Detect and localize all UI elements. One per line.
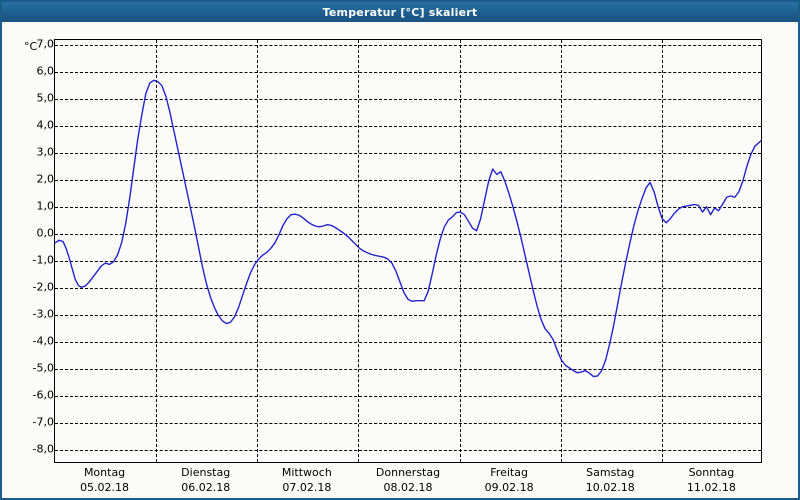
y-axis-unit-label: °C xyxy=(24,40,38,53)
x-axis-tick-label: Sonntag 11.02.18 xyxy=(651,465,771,495)
gridline-horizontal xyxy=(55,261,761,263)
x-tick-date: 05.02.18 xyxy=(80,481,130,494)
gridline-horizontal xyxy=(55,423,761,425)
gridline-horizontal xyxy=(55,207,761,209)
y-axis-tick-label: -6,0 xyxy=(32,388,54,402)
x-tick-day: Mittwoch xyxy=(281,466,332,479)
gridline-horizontal xyxy=(55,288,761,290)
x-tick-date: 07.02.18 xyxy=(282,481,332,494)
y-axis-tick-label: 7,0 xyxy=(36,37,55,51)
gridline-horizontal xyxy=(55,72,761,74)
x-tick-date: 06.02.18 xyxy=(181,481,231,494)
window-title: Temperatur [°C] skaliert xyxy=(322,5,478,19)
x-tick-date: 09.02.18 xyxy=(484,481,534,494)
y-axis-tick-label: 1,0 xyxy=(36,199,55,213)
gridline-horizontal xyxy=(55,396,761,398)
gridline-horizontal xyxy=(55,153,761,155)
x-tick-date: 11.02.18 xyxy=(686,481,736,494)
chart-canvas: °C 7,0 6,0 5,0 4,0 3,0 2,0 1,0 0,0 -1,0 -2,0 -3,0 -… xyxy=(2,22,798,498)
gridline-vertical xyxy=(358,40,360,462)
x-tick-day: Donnerstag xyxy=(375,466,441,479)
x-tick-date: 10.02.18 xyxy=(585,481,635,494)
y-axis-tick-label: -2,0 xyxy=(32,280,54,294)
gridline-horizontal xyxy=(55,180,761,182)
temperature-line xyxy=(54,79,762,378)
y-axis-tick-label: -1,0 xyxy=(32,253,54,267)
gridline-horizontal xyxy=(55,99,761,101)
y-axis-tick-label: 5,0 xyxy=(36,91,55,105)
x-tick-day: Samstag xyxy=(586,466,635,479)
gridline-horizontal xyxy=(55,126,761,128)
y-axis-tick-label: -3,0 xyxy=(32,307,54,321)
x-tick-day: Freitag xyxy=(490,466,528,479)
gridline-vertical xyxy=(560,40,562,462)
x-tick-date: 08.02.18 xyxy=(383,481,433,494)
window-titlebar: Temperatur [°C] skaliert xyxy=(2,2,798,22)
y-axis-tick-label: 6,0 xyxy=(36,64,55,78)
gridline-horizontal xyxy=(55,450,761,452)
y-axis-tick-label: 3,0 xyxy=(36,145,55,159)
plot-area xyxy=(54,39,762,463)
y-axis-tick-label: -7,0 xyxy=(32,415,54,429)
gridline-horizontal xyxy=(55,45,761,47)
y-axis-tick-label: 0,0 xyxy=(36,226,55,240)
x-axis-tick-label: Dienstag 06.02.18 xyxy=(146,465,266,495)
x-axis-tick-label: Montag 05.02.18 xyxy=(45,465,165,495)
x-axis-tick-label: Samstag 10.02.18 xyxy=(550,465,670,495)
x-axis-tick-label: Mittwoch 07.02.18 xyxy=(247,465,367,495)
temperature-series xyxy=(54,79,762,378)
x-axis-tick-label: Freitag 09.02.18 xyxy=(449,465,569,495)
gridline-vertical xyxy=(459,40,461,462)
gridline-vertical xyxy=(257,40,259,462)
gridline-vertical xyxy=(661,40,663,462)
gridline-vertical xyxy=(156,40,158,462)
y-axis-tick-label: -4,0 xyxy=(32,334,54,348)
x-tick-day: Sonntag xyxy=(688,466,735,479)
x-tick-day: Montag xyxy=(83,466,126,479)
gridline-horizontal xyxy=(55,369,761,371)
gridline-horizontal xyxy=(55,234,761,236)
y-axis-tick-label: -5,0 xyxy=(32,361,54,375)
y-axis-tick-label: 2,0 xyxy=(36,172,55,186)
y-axis-tick-label: 4,0 xyxy=(36,118,55,132)
x-tick-day: Dienstag xyxy=(181,466,231,479)
gridline-horizontal xyxy=(55,315,761,317)
x-axis-tick-label: Donnerstag 08.02.18 xyxy=(348,465,468,495)
gridline-horizontal xyxy=(55,342,761,344)
y-axis-tick-label: -8,0 xyxy=(32,442,54,456)
